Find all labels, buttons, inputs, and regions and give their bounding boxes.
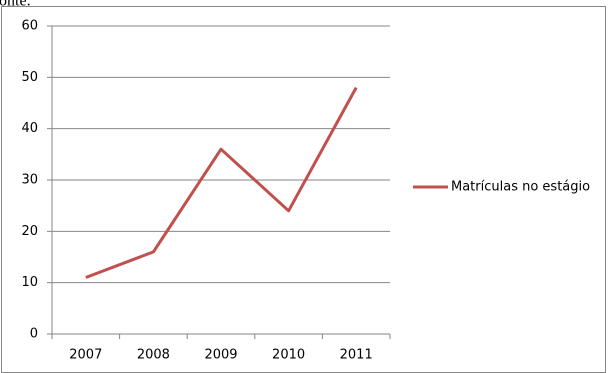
y-tick-label: 0 — [30, 327, 38, 342]
x-tick-label: 2009 — [204, 348, 237, 363]
x-tick-label: 2011 — [340, 348, 373, 363]
y-tick-label: 30 — [21, 173, 38, 188]
x-tick-label: 2007 — [69, 348, 102, 363]
y-tick-label: 40 — [21, 121, 38, 136]
y-tick-label: 50 — [21, 70, 38, 85]
top-strip — [0, 0, 608, 6]
annotation: onte: — [0, 0, 31, 10]
line-series — [85, 86, 358, 279]
legend-label: Matrículas no estágio — [451, 180, 590, 195]
y-tick-label: 10 — [21, 275, 38, 290]
y-tick-label: 20 — [21, 224, 38, 239]
chart-border — [1, 6, 606, 373]
x-tick-label: 2008 — [137, 348, 170, 363]
x-tick-label: 2010 — [272, 348, 305, 363]
y-tick-label: 60 — [21, 19, 38, 34]
